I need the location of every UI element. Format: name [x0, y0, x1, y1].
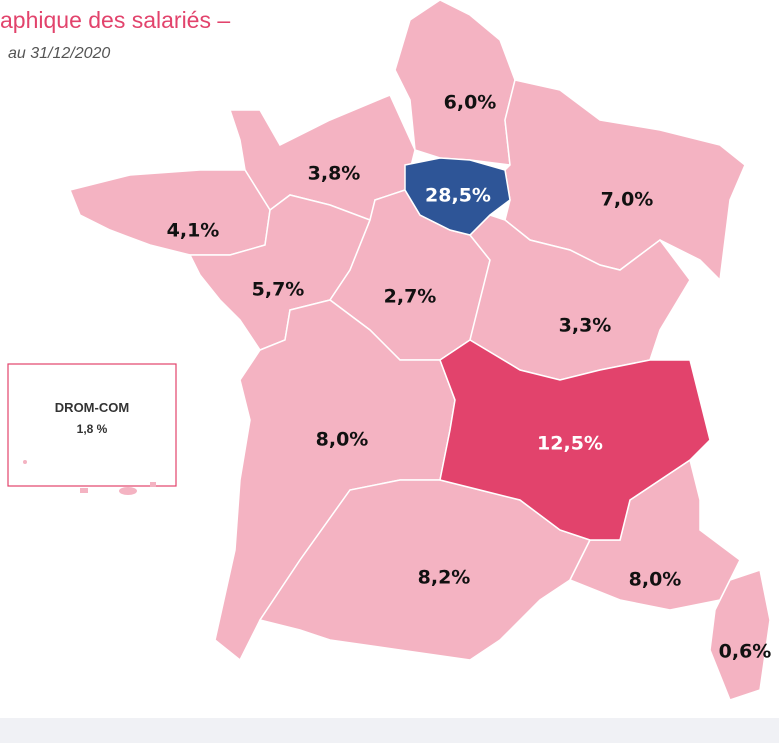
- region: [394, 0, 516, 166]
- region-capital: [404, 157, 511, 236]
- region: [709, 569, 771, 701]
- region: [468, 214, 691, 381]
- region-label: 8,0%: [629, 569, 682, 591]
- drom-islands: [23, 460, 156, 495]
- drom-title: DROM-COM: [55, 400, 129, 415]
- drom-box: [7, 363, 177, 487]
- region-label: 28,5%: [425, 185, 491, 207]
- title: aphique des salariés –: [0, 7, 230, 33]
- region-label: 6,0%: [444, 92, 497, 114]
- region-label: 3,3%: [559, 315, 612, 337]
- region-label: 12,5%: [537, 433, 603, 455]
- region-label: 2,7%: [384, 286, 437, 308]
- footer-bar: [0, 718, 779, 743]
- region-label: 5,7%: [252, 279, 305, 301]
- region-label: 8,0%: [316, 429, 369, 451]
- region-label: 3,8%: [308, 163, 361, 185]
- region: [68, 169, 271, 256]
- region-label: 8,2%: [418, 567, 471, 589]
- region-label: 4,1%: [167, 220, 220, 242]
- region-highlight: [439, 339, 711, 541]
- region-label: 7,0%: [601, 189, 654, 211]
- drom-label: 1,8 %: [77, 422, 108, 436]
- subtitle: au 31/12/2020: [8, 45, 110, 62]
- region-label: 0,6%: [719, 641, 772, 663]
